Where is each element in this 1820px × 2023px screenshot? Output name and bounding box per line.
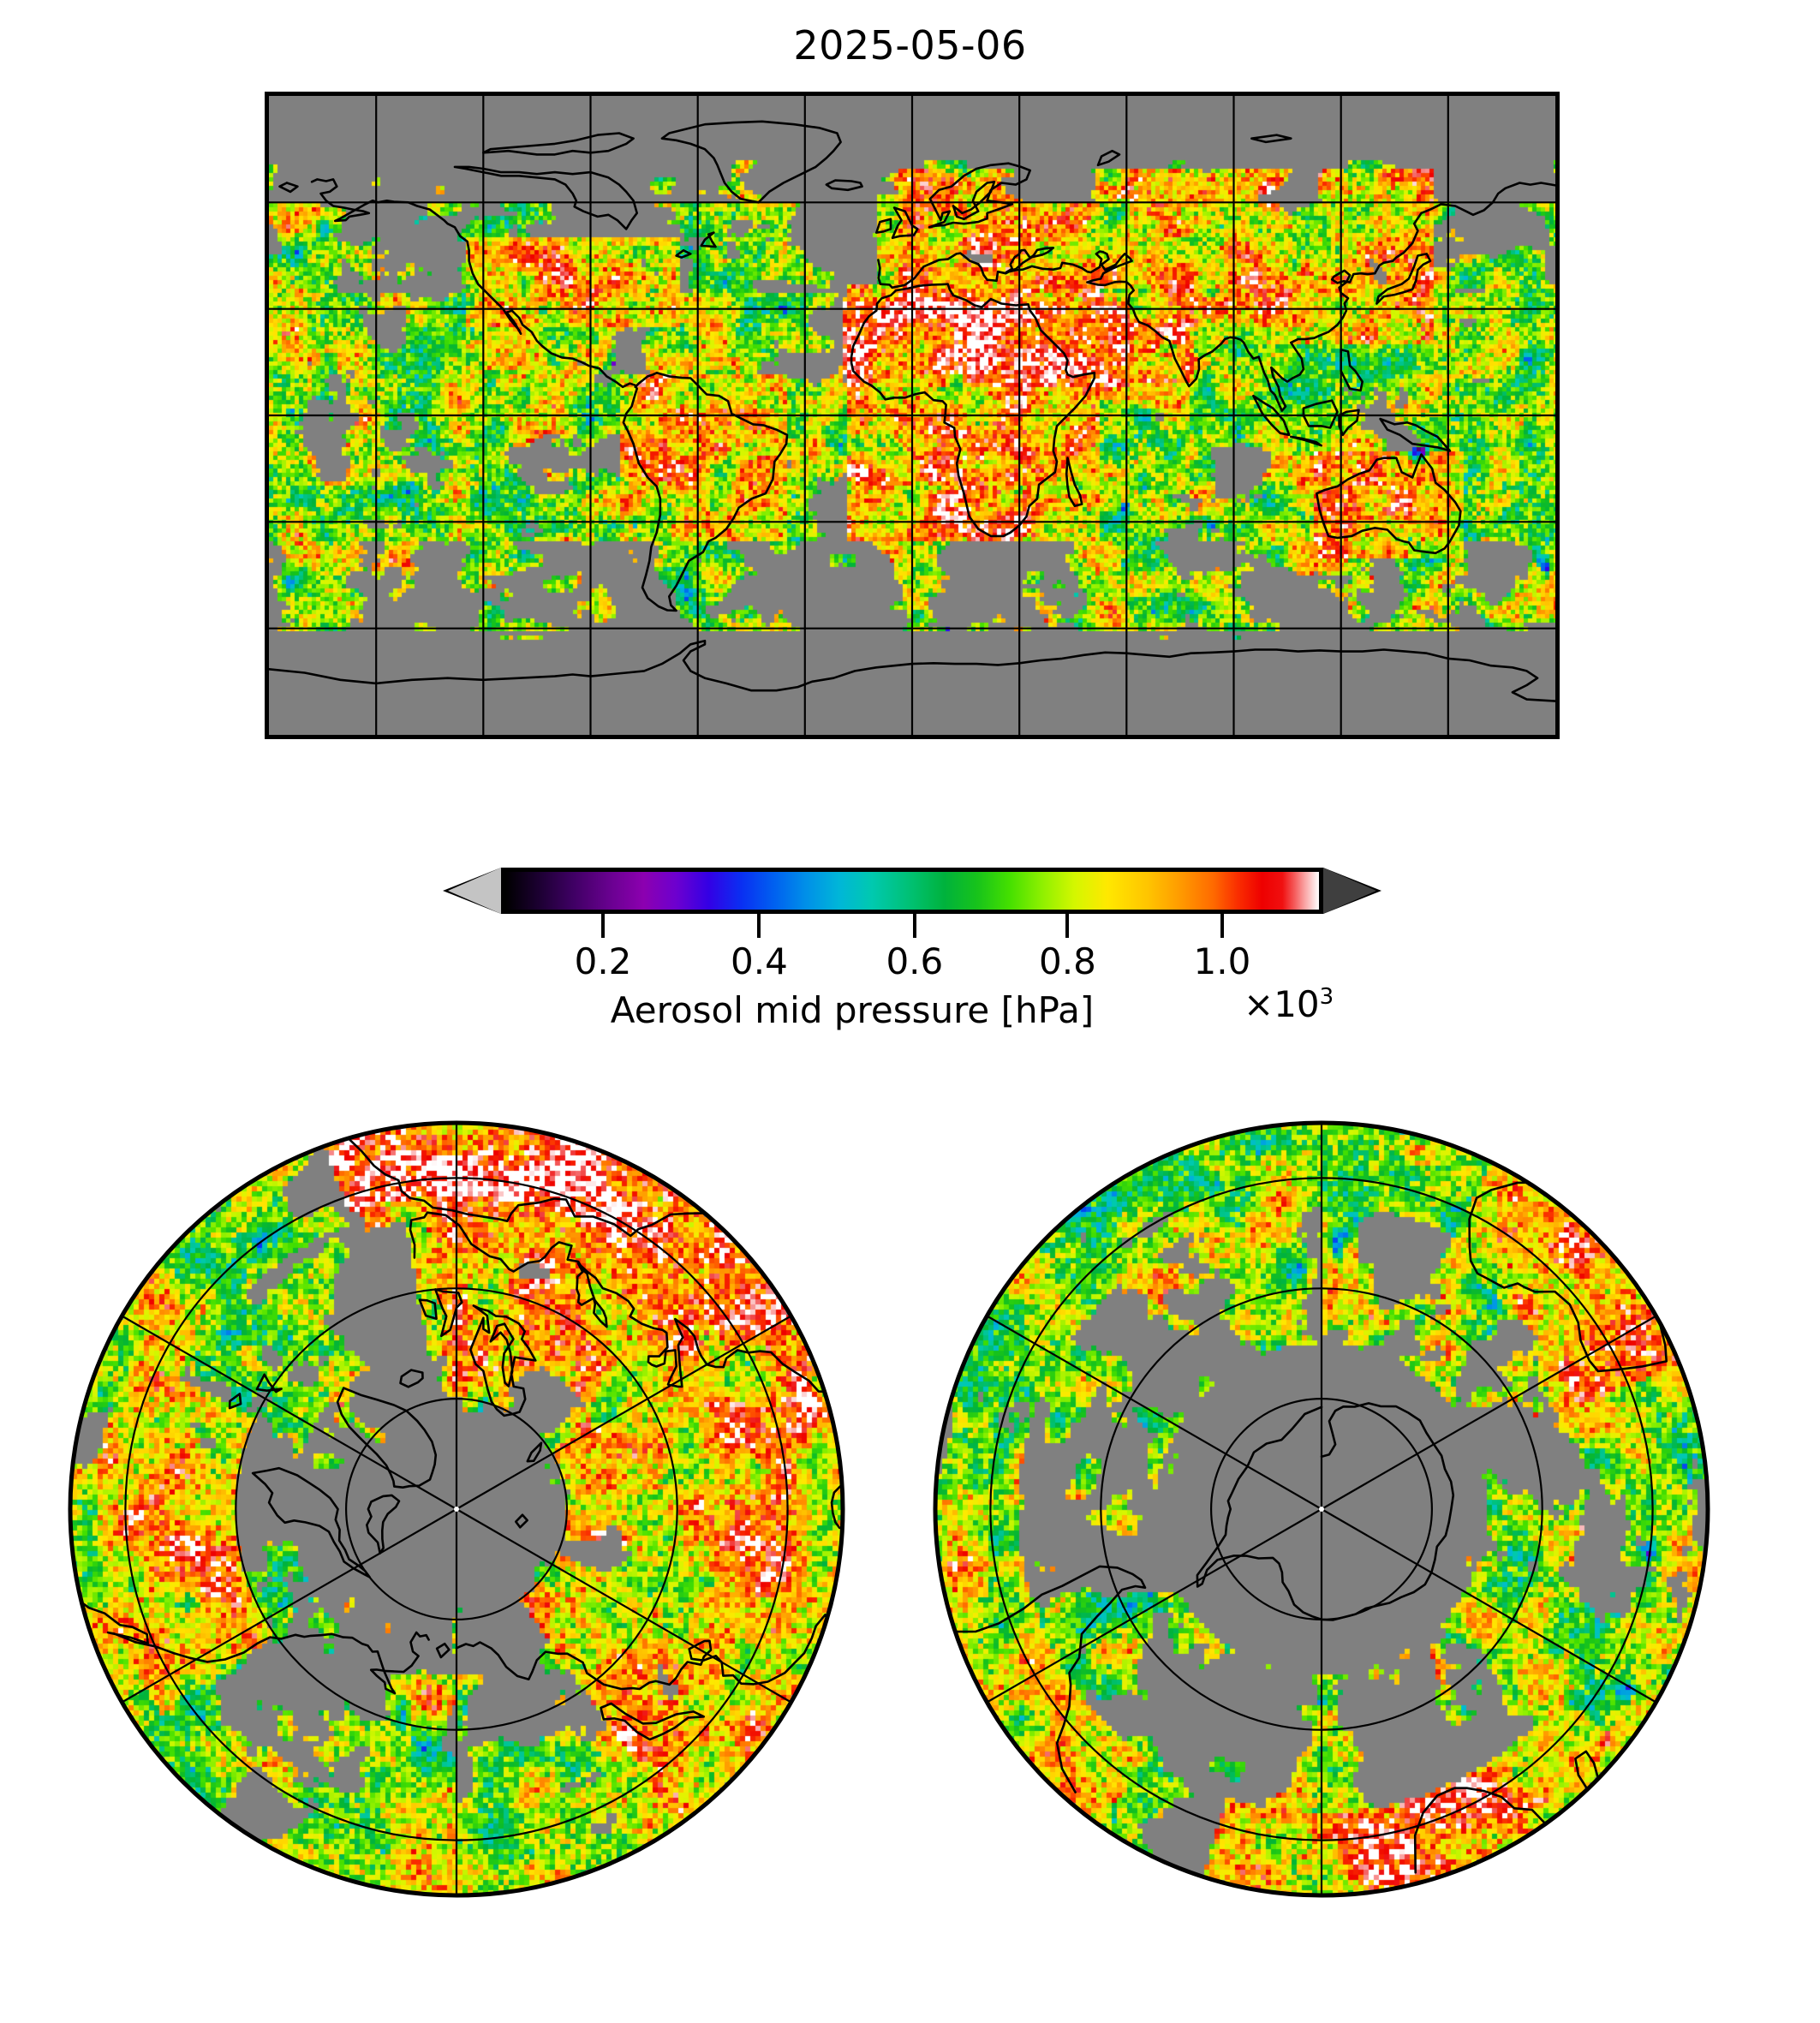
global-aerosol-map[interactable]: [265, 92, 1560, 739]
colorbar-gradient: [501, 868, 1323, 914]
colorbar-tick-label: 0.2: [574, 940, 632, 982]
colorbar-under-arrow: [448, 868, 501, 914]
colorbar-tick-labels: 0.2 0.4 0.6 0.8 1.0: [433, 940, 1392, 985]
colorbar-tick: [601, 914, 605, 938]
global-map-coastline-layer: [269, 96, 1555, 735]
colorbar-tick-marks: [433, 914, 1392, 945]
colorbar-exponent-label: ×103: [1244, 983, 1334, 1025]
page-title: 2025-05-06: [793, 22, 1027, 69]
north-polar-coastline-layer: [68, 1120, 845, 1898]
south-polar-aerosol-map[interactable]: [932, 1119, 1711, 1899]
colorbar-tick: [912, 914, 916, 938]
south-polar-coastline-layer: [933, 1120, 1710, 1898]
colorbar-tick: [1065, 914, 1070, 938]
colorbar-tick: [757, 914, 761, 938]
colorbar-tick-label: 1.0: [1193, 940, 1251, 982]
colorbar[interactable]: [433, 868, 1392, 914]
colorbar-tick-label: 0.8: [1039, 940, 1096, 982]
colorbar-tick: [1220, 914, 1224, 938]
colorbar-over-arrow: [1323, 868, 1376, 914]
colorbar-tick-label: 0.6: [886, 940, 944, 982]
colorbar-exponent-power: 3: [1319, 984, 1334, 1010]
north-polar-aerosol-map[interactable]: [67, 1119, 846, 1899]
colorbar-axis-label: Aerosol mid pressure [hPa]: [610, 989, 1095, 1031]
colorbar-exponent-base: ×10: [1244, 983, 1320, 1025]
colorbar-tick-label: 0.4: [730, 940, 788, 982]
